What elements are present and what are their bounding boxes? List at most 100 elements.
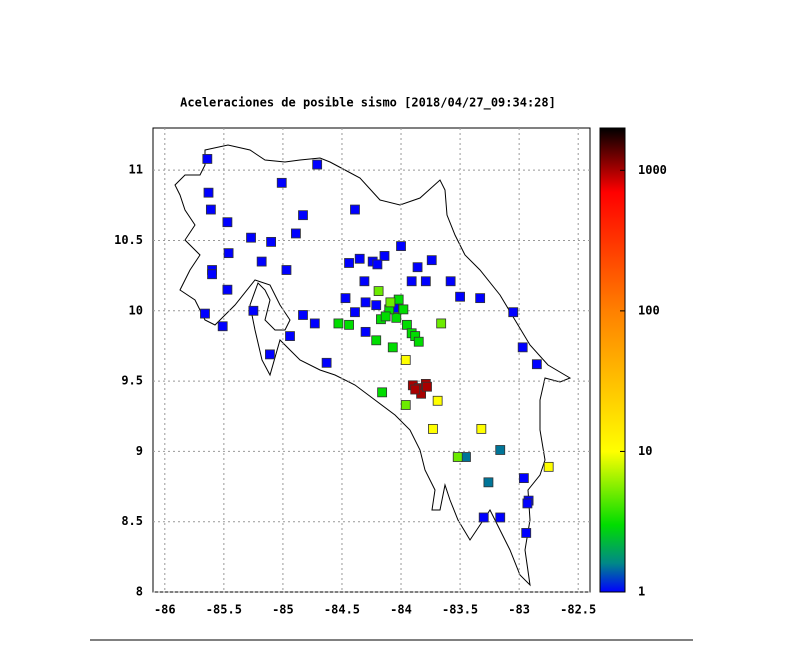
y-tick-label: 9.5 xyxy=(121,374,143,388)
station-marker xyxy=(531,359,542,370)
station-marker xyxy=(248,305,259,316)
station-marker xyxy=(333,318,344,329)
station-marker xyxy=(426,255,437,266)
station-marker xyxy=(266,236,277,247)
station-marker xyxy=(495,512,506,523)
station-marker xyxy=(373,286,384,297)
station-marker xyxy=(256,256,267,267)
station-marker xyxy=(371,335,382,346)
y-tick-label: 8 xyxy=(136,585,143,599)
station-marker xyxy=(379,251,390,261)
station-marker xyxy=(207,269,217,280)
y-tick-label: 9 xyxy=(136,444,143,458)
station-marker xyxy=(265,349,275,360)
station-marker xyxy=(359,276,370,287)
station-marker xyxy=(461,452,471,462)
y-tick-label: 10.5 xyxy=(114,233,143,247)
x-tick-label: -86 xyxy=(154,603,176,617)
station-marker xyxy=(522,498,533,509)
x-tick-label: -83 xyxy=(508,603,530,617)
station-marker xyxy=(223,248,234,259)
station-marker xyxy=(360,326,371,337)
station-marker xyxy=(476,423,487,434)
station-marker xyxy=(412,262,423,273)
station-marker xyxy=(518,473,529,484)
x-tick-label: -84.5 xyxy=(324,603,360,617)
station-marker xyxy=(400,355,411,365)
station-marker xyxy=(350,204,360,215)
station-marker xyxy=(312,159,323,170)
station-marker xyxy=(517,342,528,353)
station-marker xyxy=(452,452,463,462)
station-marker xyxy=(350,307,360,318)
station-marker xyxy=(436,318,447,329)
station-marker xyxy=(398,304,409,315)
station-marker xyxy=(410,384,421,395)
station-marker xyxy=(455,291,465,302)
station-marker xyxy=(420,276,431,287)
x-tick-label: -84 xyxy=(390,603,412,617)
x-tick-label: -82.5 xyxy=(560,603,596,617)
plot-frame xyxy=(152,127,591,593)
colorbar-tick-label: 1 xyxy=(638,585,645,599)
x-tick-label: -85 xyxy=(272,603,294,617)
station-marker xyxy=(385,297,396,308)
station-marker xyxy=(475,293,486,304)
station-marker xyxy=(377,387,388,398)
coastline xyxy=(174,144,572,587)
station-marker xyxy=(298,210,308,221)
station-marker xyxy=(344,258,354,268)
station-marker xyxy=(203,187,214,198)
station-marker xyxy=(309,318,320,329)
station-marker xyxy=(393,294,404,305)
station-marker xyxy=(344,319,354,330)
colorbar-tick-label: 10 xyxy=(638,444,652,458)
station-marker xyxy=(478,512,489,523)
station-marker xyxy=(400,400,411,410)
station-marker xyxy=(372,259,383,270)
station-marker xyxy=(202,154,213,164)
station-marker xyxy=(276,177,287,188)
station-marker xyxy=(432,395,443,406)
station-marker xyxy=(222,284,233,295)
station-marker xyxy=(371,300,382,311)
station-marker xyxy=(391,312,402,323)
station-marker xyxy=(285,331,295,341)
station-marker xyxy=(291,228,301,239)
station-marker xyxy=(508,307,519,318)
station-marker xyxy=(543,461,554,472)
station-marker xyxy=(422,381,432,392)
y-tick-label: 8.5 xyxy=(121,514,143,528)
station-marker xyxy=(298,310,308,320)
chart-title: Aceleraciones de posible sismo [2018/04/… xyxy=(180,96,556,111)
x-tick-label: -83.5 xyxy=(442,603,478,617)
y-tick-label: 10 xyxy=(129,303,143,317)
y-tick-label: 11 xyxy=(129,163,143,177)
station-marker xyxy=(428,423,438,434)
station-marker xyxy=(380,311,391,322)
colorbar-tick-label: 1000 xyxy=(638,163,667,177)
station-marker xyxy=(387,342,398,353)
station-marker xyxy=(321,357,332,368)
station-marker xyxy=(354,253,365,264)
x-tick-label: -85.5 xyxy=(206,603,242,617)
station-marker xyxy=(483,477,494,488)
station-marker xyxy=(281,265,292,275)
station-marker xyxy=(406,276,417,287)
station-marker xyxy=(246,232,256,243)
station-marker xyxy=(445,276,456,287)
station-marker xyxy=(413,336,424,347)
station-marker xyxy=(402,319,412,330)
colorbar xyxy=(599,127,626,593)
station-marker xyxy=(396,241,406,252)
station-marker xyxy=(495,445,506,455)
colorbar-tick-label: 100 xyxy=(638,303,660,317)
station-marker xyxy=(217,321,228,332)
station-marker xyxy=(205,204,216,215)
station-marker xyxy=(360,297,371,308)
station-marker xyxy=(340,293,351,304)
station-marker xyxy=(222,217,233,228)
station-marker xyxy=(521,528,532,538)
station-marker xyxy=(200,308,210,319)
